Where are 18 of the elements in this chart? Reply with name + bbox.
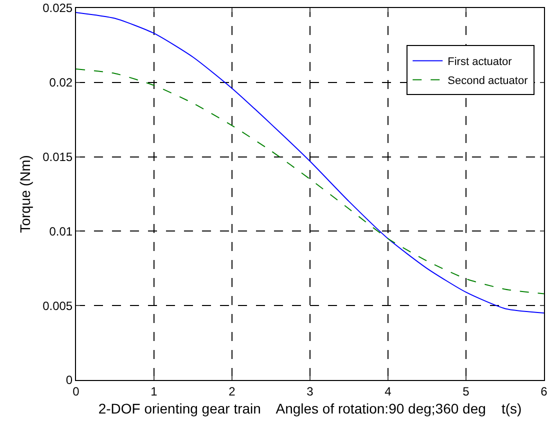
x-tick-label: 6 xyxy=(540,384,548,398)
y-tick-label: 0.02 xyxy=(49,76,73,90)
y-tick-label: 0 xyxy=(66,373,73,388)
x-tick-label: 5 xyxy=(462,384,470,398)
line-series xyxy=(76,68,544,294)
x-axis-title: 2-DOF orienting gear train Angles of rotation:90 deg;360 deg t(s) xyxy=(98,400,522,417)
x-tick-label: 1 xyxy=(150,384,158,398)
y-tick-label: 0.005 xyxy=(42,298,73,313)
y-tick-label: 0.025 xyxy=(42,1,73,16)
legend-label: Second actuator xyxy=(448,74,528,87)
line-series xyxy=(76,12,544,314)
y-tick-label: 0.01 xyxy=(49,224,73,238)
legend-label: First actuator xyxy=(448,56,512,68)
x-tick-label: 2 xyxy=(228,384,236,398)
y-tick-label: 0.015 xyxy=(42,150,73,164)
y-axis-title: Torque (Nm) xyxy=(17,155,34,233)
x-tick-label: 4 xyxy=(384,384,392,398)
x-tick-label: 3 xyxy=(306,384,314,398)
